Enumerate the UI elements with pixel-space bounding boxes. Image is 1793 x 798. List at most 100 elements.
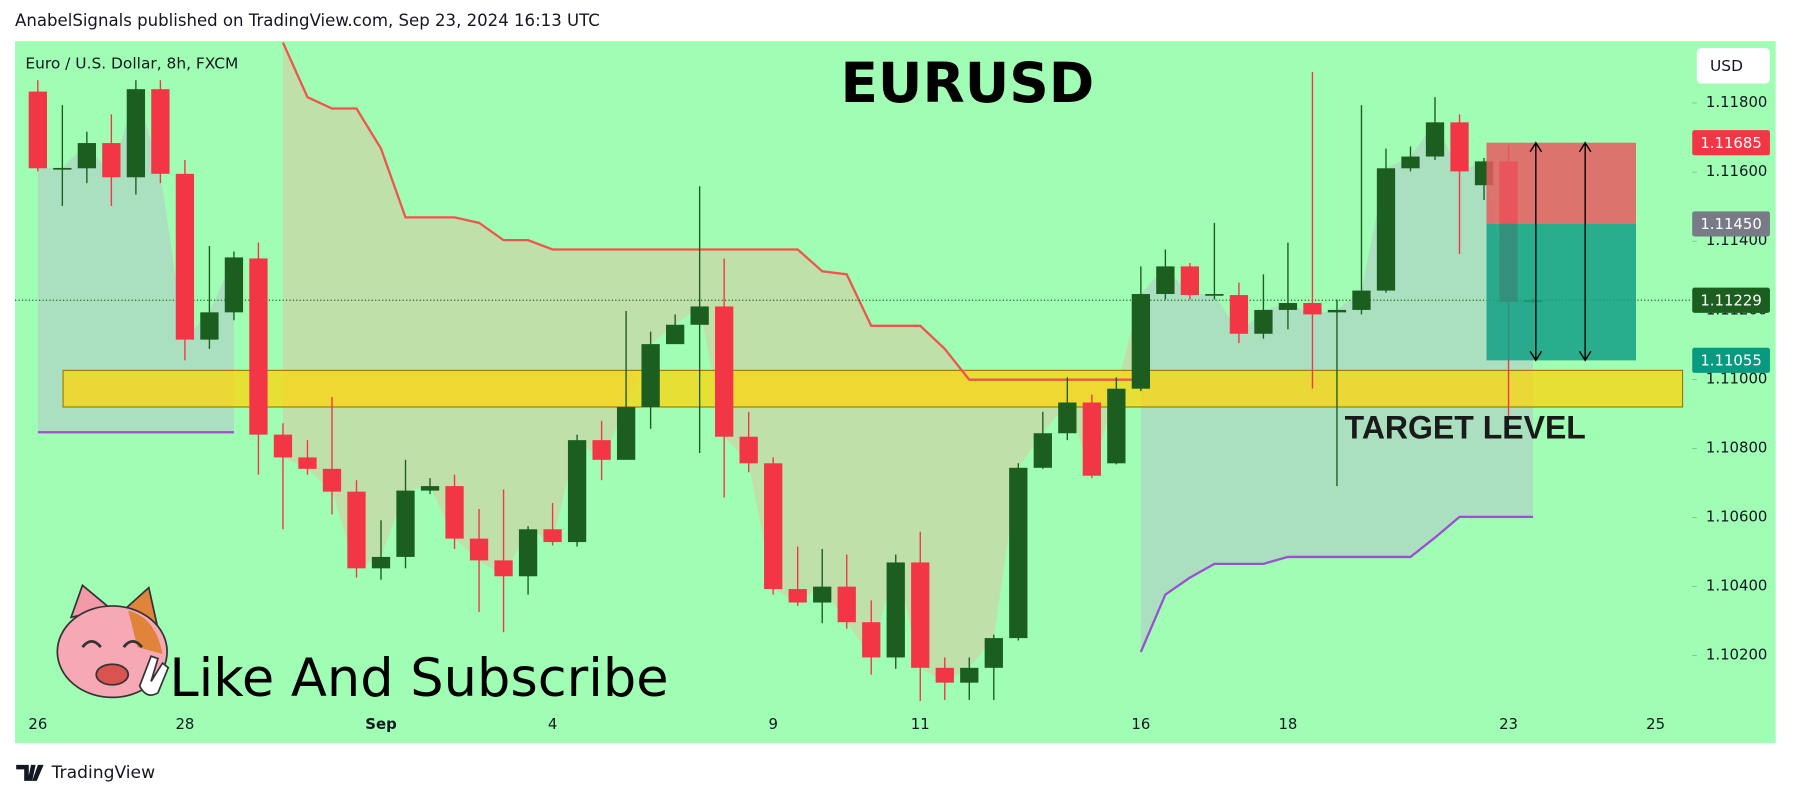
x-tick-label: 23 [1499, 715, 1518, 733]
candle-body [641, 344, 660, 407]
candle-body [273, 434, 293, 458]
axes: 1.118001.116001.114001.112001.110001.108… [28, 93, 1770, 733]
candle-body [1229, 295, 1249, 334]
y-tick-label: 1.11000 [1706, 369, 1767, 387]
candle-body [77, 143, 97, 169]
price-label-box [1692, 287, 1770, 313]
candles [28, 71, 1543, 701]
candle-body [690, 306, 709, 325]
candle-body [126, 89, 146, 178]
candle-body [1082, 402, 1101, 476]
logo-mark [16, 764, 44, 781]
cloud-fill [282, 42, 1141, 683]
publish-header: AnabelSignals published on TradingView.c… [15, 11, 600, 30]
candle-body [175, 173, 195, 340]
zone-label: TARGET LEVEL [1345, 409, 1586, 445]
candle-body [1107, 388, 1126, 464]
candle-body [592, 440, 611, 460]
candle-body [1425, 122, 1445, 157]
candle-body [984, 638, 1003, 668]
candle-body [1180, 266, 1200, 296]
candle-body [102, 143, 121, 178]
candle-body [1303, 303, 1322, 315]
x-tick-label: 18 [1278, 715, 1297, 733]
mascot-eye [81, 639, 102, 649]
indicator-lines [15, 42, 1690, 653]
price-label: 1.11685 [1700, 134, 1761, 152]
y-tick-label: 1.11600 [1706, 162, 1767, 180]
indicator-line [37, 431, 1534, 653]
candle-body [935, 667, 954, 683]
candle-body [715, 306, 734, 437]
price-label-box [1692, 130, 1770, 156]
candle-body [567, 440, 587, 543]
candle-body [371, 556, 391, 569]
candle-body [837, 586, 856, 623]
candle-body [1450, 122, 1469, 172]
candle-body [1254, 309, 1273, 334]
candle-body [518, 529, 538, 577]
candle-body [224, 257, 244, 313]
x-tick-label: 26 [28, 715, 47, 733]
candle-body [862, 622, 881, 658]
mascot-eye [122, 639, 144, 649]
mascot-mouth [95, 663, 130, 686]
candle-body [764, 463, 783, 590]
mascot [56, 583, 170, 699]
price-label: 1.11055 [1700, 352, 1761, 370]
candle-body [420, 486, 440, 491]
price-label: 1.11450 [1700, 215, 1761, 233]
candle-body [911, 562, 930, 668]
y-tick-label: 1.10400 [1706, 577, 1767, 595]
footer-logo: TradingView [16, 763, 155, 783]
zone-box [62, 369, 1684, 408]
candle-body [28, 91, 47, 169]
caption: Like And Subscribe [169, 648, 668, 709]
candle-body [1327, 309, 1347, 313]
x-tick-label: Sep [365, 715, 396, 733]
candle-body [151, 89, 170, 174]
candle-body [469, 538, 489, 561]
currency-label[interactable]: USD [1710, 57, 1743, 75]
candle-body [813, 586, 832, 603]
candle-body [396, 490, 415, 557]
candle-body [886, 562, 905, 658]
candle-body [616, 406, 636, 460]
x-tick-label: 11 [911, 715, 930, 733]
candle-body [665, 324, 685, 345]
candle-body [1376, 168, 1396, 291]
x-tick-label: 4 [548, 715, 557, 733]
candle-body [739, 436, 758, 464]
y-tick-label: 1.10600 [1706, 508, 1767, 526]
stop-area [1486, 142, 1637, 224]
price-label-box [1692, 211, 1770, 237]
mascot-hand [138, 655, 170, 696]
candle-body [347, 491, 366, 569]
candle-body [494, 560, 513, 577]
target-area [1486, 223, 1637, 361]
candle-body [1205, 294, 1224, 296]
candle-body [445, 486, 464, 539]
x-tick-label: 9 [768, 715, 777, 733]
x-tick-label: 28 [175, 715, 194, 733]
candle-body [1033, 433, 1052, 468]
range-arrow [1578, 141, 1592, 362]
candle-body [1058, 402, 1077, 434]
y-tick-label: 1.10200 [1706, 646, 1767, 664]
candle-body [960, 667, 979, 683]
chart-subtitle: Euro / U.S. Dollar, 8h, FXCM [25, 55, 238, 73]
footer-brand: TradingView [51, 763, 155, 783]
candle-body [298, 457, 317, 469]
y-tick-label: 1.11800 [1706, 93, 1767, 111]
currency-box[interactable] [1696, 48, 1770, 84]
range-arrow [1529, 141, 1543, 362]
candle-body [53, 167, 72, 170]
candle-body [249, 258, 268, 435]
candle-body [1009, 467, 1028, 639]
candle-body [200, 312, 219, 340]
price-label: 1.11229 [1700, 291, 1761, 309]
x-tick-label: 25 [1646, 715, 1665, 733]
price-label-box [1692, 347, 1770, 373]
